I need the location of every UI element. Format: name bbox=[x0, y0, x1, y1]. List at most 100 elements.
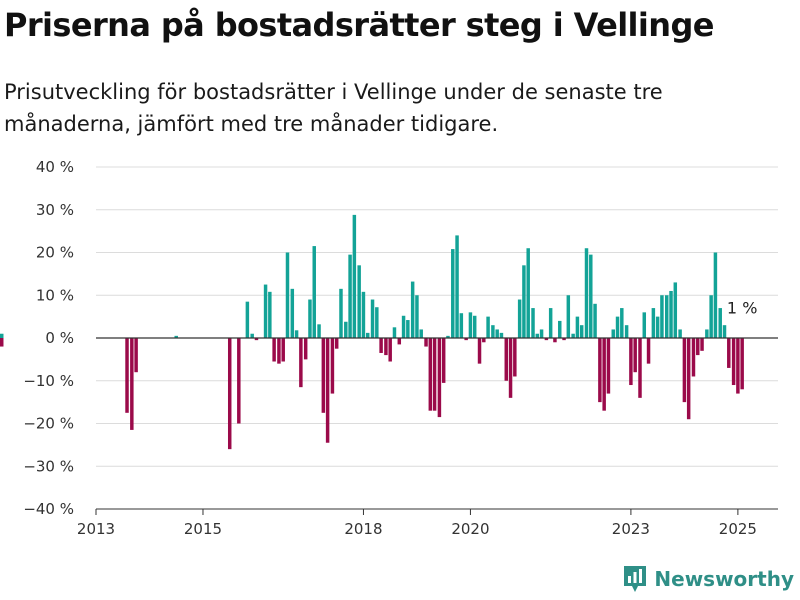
newsworthy-brand[interactable]: Newsworthy bbox=[622, 564, 794, 594]
bar bbox=[424, 338, 428, 347]
bar bbox=[365, 332, 370, 338]
bar bbox=[0, 338, 4, 347]
bar bbox=[446, 335, 450, 338]
bar bbox=[268, 291, 272, 338]
bar bbox=[495, 329, 499, 338]
bar bbox=[325, 338, 330, 443]
bar bbox=[606, 338, 611, 394]
y-tick-label: −30 % bbox=[23, 457, 74, 475]
bar bbox=[0, 333, 4, 338]
bar bbox=[678, 329, 682, 338]
bars bbox=[0, 214, 744, 450]
bar bbox=[620, 308, 624, 338]
bar bbox=[125, 338, 129, 413]
bar bbox=[397, 338, 402, 345]
bar bbox=[655, 316, 660, 338]
bar bbox=[526, 248, 530, 338]
bar bbox=[237, 338, 241, 424]
bar bbox=[263, 284, 268, 338]
bar bbox=[227, 338, 232, 450]
bar bbox=[718, 308, 722, 338]
bar bbox=[174, 335, 178, 338]
bar bbox=[499, 332, 504, 338]
bar bbox=[392, 327, 397, 338]
bar bbox=[459, 313, 464, 338]
bar bbox=[642, 312, 647, 338]
bar bbox=[624, 325, 629, 338]
bar bbox=[571, 333, 575, 338]
bar bbox=[250, 333, 254, 338]
latest-value-annotation: 1 % bbox=[727, 299, 757, 318]
bar bbox=[344, 321, 348, 338]
bar bbox=[486, 316, 490, 338]
x-tick-label: 2020 bbox=[451, 520, 489, 538]
bar bbox=[553, 338, 557, 343]
y-axis-labels: 40 % 30 % 20 % 10 % 0 % −10 % −20 % −30 % −40 % bbox=[23, 158, 74, 518]
bar bbox=[308, 299, 312, 338]
bar bbox=[566, 295, 571, 338]
bar bbox=[370, 299, 375, 338]
bar bbox=[691, 338, 696, 377]
newsworthy-brand-name: Newsworthy bbox=[654, 567, 794, 591]
bar bbox=[722, 325, 727, 338]
bar-chart: 40 %30 %20 %10 %0 %−10 %−20 %−30 %−40 % … bbox=[0, 158, 778, 538]
bar bbox=[544, 338, 549, 341]
bar bbox=[584, 248, 589, 338]
bar bbox=[277, 338, 281, 364]
bar bbox=[388, 338, 392, 362]
bar bbox=[727, 338, 731, 368]
x-tick-label: 2013 bbox=[77, 520, 115, 538]
bar bbox=[611, 329, 615, 338]
bar bbox=[437, 338, 442, 418]
bar bbox=[562, 338, 566, 341]
bar bbox=[384, 338, 388, 356]
bar bbox=[651, 308, 656, 338]
y-tick-label: −10 % bbox=[23, 372, 74, 390]
bar bbox=[464, 338, 468, 341]
bar bbox=[294, 330, 299, 338]
bar bbox=[491, 325, 495, 338]
bar bbox=[482, 338, 486, 343]
bar bbox=[299, 338, 303, 388]
bar bbox=[696, 338, 700, 356]
bar bbox=[633, 338, 637, 373]
bar bbox=[330, 338, 335, 394]
bar bbox=[660, 295, 664, 338]
bar bbox=[472, 315, 477, 338]
bar bbox=[285, 252, 290, 338]
bar bbox=[410, 281, 415, 338]
bar bbox=[339, 288, 343, 338]
bar bbox=[281, 338, 285, 362]
bar bbox=[254, 338, 259, 341]
bar bbox=[352, 214, 357, 338]
bar bbox=[598, 338, 602, 403]
bar bbox=[646, 338, 651, 364]
bar bbox=[535, 333, 540, 338]
bar bbox=[709, 295, 713, 338]
chart-subtitle: Prisutveckling för bostadsrätter i Velli… bbox=[4, 80, 663, 136]
bar bbox=[303, 338, 308, 360]
bar bbox=[455, 235, 459, 338]
bar bbox=[312, 246, 316, 338]
bar bbox=[361, 291, 366, 338]
bar bbox=[379, 338, 383, 353]
bar bbox=[593, 303, 597, 338]
bar bbox=[513, 338, 517, 377]
bar bbox=[736, 338, 740, 394]
bar bbox=[477, 338, 482, 364]
bar bbox=[401, 315, 406, 338]
bar bbox=[348, 254, 352, 338]
bar bbox=[428, 338, 433, 411]
bar bbox=[705, 329, 709, 338]
bar bbox=[134, 338, 138, 373]
bar bbox=[522, 265, 526, 338]
bar bbox=[432, 338, 437, 411]
bar bbox=[375, 307, 379, 338]
bar bbox=[602, 338, 606, 411]
bar bbox=[406, 320, 410, 338]
y-tick-label: −40 % bbox=[23, 500, 74, 518]
bar bbox=[357, 265, 361, 338]
bar bbox=[419, 329, 423, 338]
bar bbox=[682, 338, 687, 403]
bar bbox=[669, 290, 673, 338]
